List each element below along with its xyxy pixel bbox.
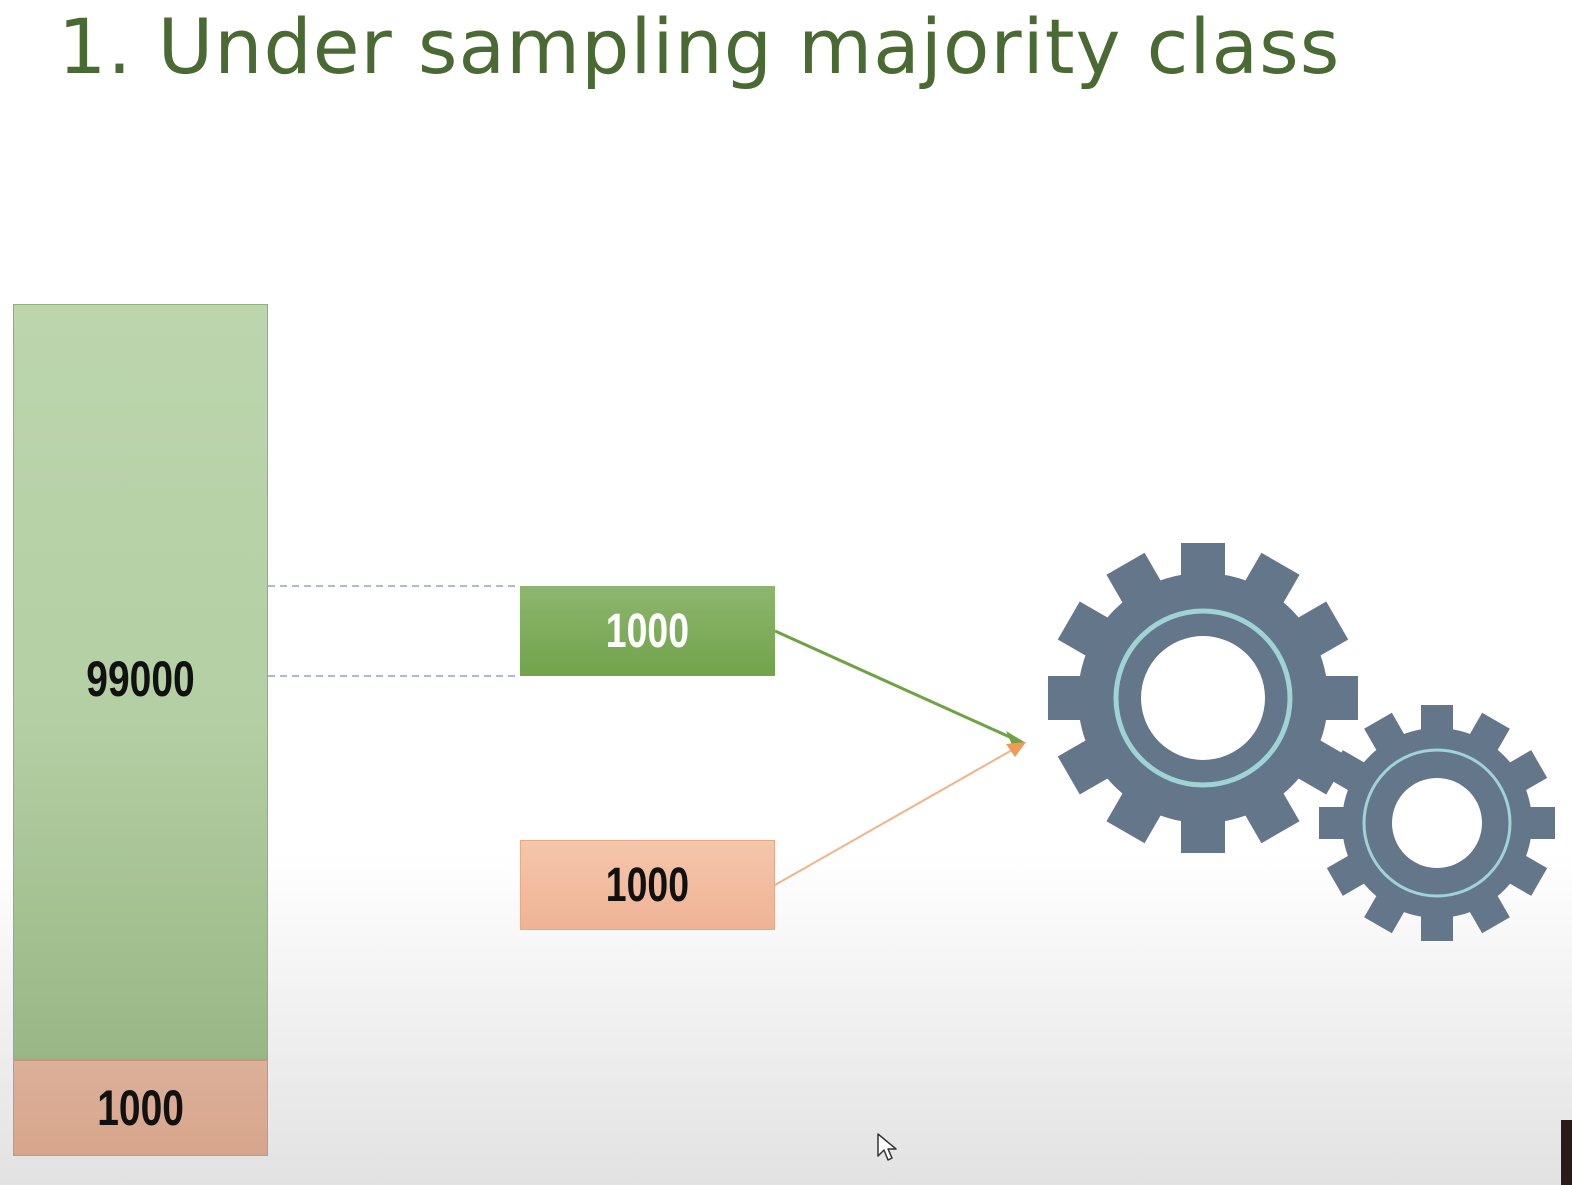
small-gear xyxy=(1319,705,1555,941)
minority-arrow xyxy=(774,749,1013,886)
slide-title: 1. Under sampling majority class xyxy=(58,2,1341,91)
minority-sample-box: 1000 xyxy=(520,840,775,930)
majority-sample-box: 1000 xyxy=(520,586,775,676)
corner-edge-mark xyxy=(1561,1120,1572,1185)
minority-arrowhead xyxy=(1006,742,1026,757)
majority-class-bar: 99000 xyxy=(13,304,268,1060)
majority-sample-arrow xyxy=(774,629,1013,740)
gears-icon xyxy=(1048,543,1555,941)
minority-count-label: 1000 xyxy=(97,1080,184,1136)
large-gear xyxy=(1048,543,1358,853)
minority-sample-count-label: 1000 xyxy=(605,858,690,912)
majority-count-label: 99000 xyxy=(86,650,195,707)
mouse-pointer-icon xyxy=(877,1133,897,1161)
minority-class-bar: 1000 xyxy=(13,1060,268,1156)
majority-sample-count-label: 1000 xyxy=(605,604,690,658)
